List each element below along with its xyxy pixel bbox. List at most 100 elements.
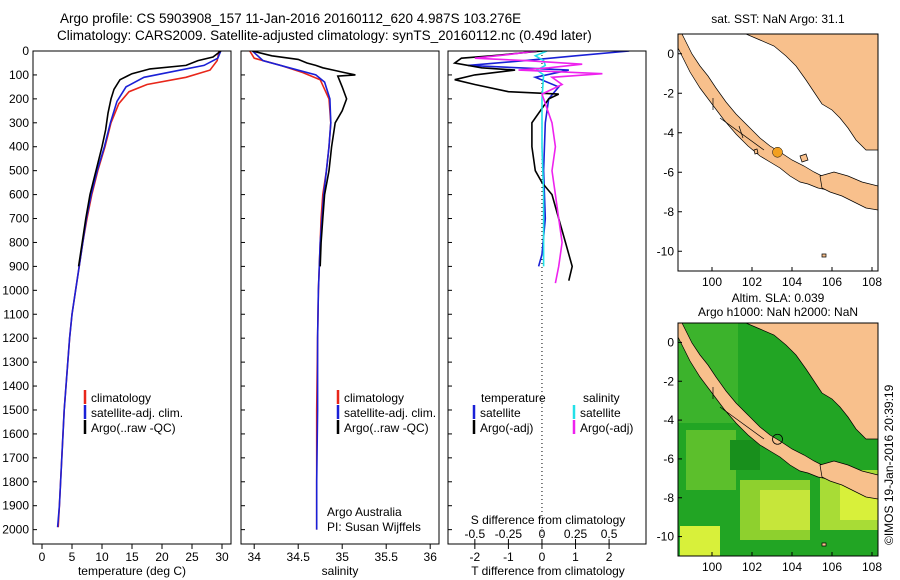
x-tick-label: 5 xyxy=(69,550,76,564)
s-tick-label: 0.5 xyxy=(601,527,618,541)
depth-y-ticks: 0 100 200 300 400 500 600 700 800 900 1000 1100 1200… xyxy=(2,44,37,537)
y-tick-label: 0 xyxy=(22,44,29,58)
temperature-series-argo-raw-qc xyxy=(77,51,222,267)
lon-tick-label: 108 xyxy=(862,560,882,574)
lat-tick-label: -4 xyxy=(663,413,674,427)
argo-position-marker xyxy=(772,146,783,158)
legend-label-s-argo: Argo(-adj) xyxy=(580,421,633,435)
imos-credit: ©IMOS 19-Jan-2016 20:39:19 xyxy=(882,384,896,545)
legend-label-climatology: climatology xyxy=(91,391,151,405)
difference-axes-frame xyxy=(447,50,647,545)
y-tick-label: 700 xyxy=(9,212,29,226)
sla-map-title-line1: Altim. SLA: 0.039 xyxy=(732,291,825,305)
x-tick-label: 15 xyxy=(125,550,139,564)
s-tick-label: 0.25 xyxy=(564,527,588,541)
lat-tick-label: -6 xyxy=(663,165,674,179)
y-tick-label: 800 xyxy=(9,235,29,249)
s-difference-label: S difference from climatology xyxy=(471,513,626,527)
salinity-series-argo-raw-qc xyxy=(252,51,356,267)
lon-tick-label: 100 xyxy=(702,560,722,574)
x-tick-label: 10 xyxy=(95,550,109,564)
islet xyxy=(753,148,759,155)
sla-map-field-group xyxy=(678,323,878,556)
temperature-x-ticks: 0 5 10 15 20 25 30 xyxy=(39,544,229,564)
sla-field-patch xyxy=(686,430,736,490)
lon-tick-label: 100 xyxy=(702,275,722,289)
x-tick-label: 25 xyxy=(185,550,199,564)
lat-tick-label: -8 xyxy=(663,491,674,505)
legend-label-t-argo: Argo(-adj) xyxy=(480,421,533,435)
y-tick-label: 300 xyxy=(9,116,29,130)
difference-panel: -2 -1 0 1 2 -0.5 -0.25 0 0.25 0.5 S difference f… xyxy=(447,50,647,578)
s-tick-label: -0.25 xyxy=(495,527,523,541)
x-tick-label: 34 xyxy=(248,550,262,564)
lon-tick-label: 104 xyxy=(782,275,802,289)
x-tick-label: 0 xyxy=(539,550,546,564)
y-tick-label: 500 xyxy=(9,164,29,178)
sla-map-lon-ticks: 100 102 104 106 108 xyxy=(702,552,882,574)
t-difference-x-ticks: -2 -1 0 1 2 xyxy=(470,544,613,564)
y-tick-label: 900 xyxy=(9,259,29,273)
legend-title-salinity: salinity xyxy=(583,391,620,405)
x-tick-label: -1 xyxy=(503,550,514,564)
coast-contour xyxy=(719,117,765,151)
s-tick-label: -0.5 xyxy=(465,527,486,541)
lat-tick-label: -4 xyxy=(663,126,674,140)
difference-series-temperature-argo-adj xyxy=(452,51,574,281)
legend-label-climatology: climatology xyxy=(344,391,404,405)
annotation-argo-australia: Argo Australia xyxy=(327,505,402,519)
y-tick-label: 200 xyxy=(9,92,29,106)
legend-label-argo: Argo(..raw -QC) xyxy=(344,421,429,435)
salinity-y-ticks xyxy=(241,50,245,531)
x-tick-label: 1 xyxy=(572,550,579,564)
x-tick-label: 30 xyxy=(215,550,229,564)
difference-series-salinity-argo-adj xyxy=(474,51,603,284)
temperature-series-satellite-adj-clim xyxy=(56,51,222,528)
x-tick-label: 35.5 xyxy=(375,550,399,564)
bangka-belitung-land xyxy=(745,323,878,440)
temperature-series-climatology xyxy=(57,51,220,528)
lon-tick-label: 106 xyxy=(822,560,842,574)
lat-tick-label: -6 xyxy=(663,452,674,466)
sla-field-patch xyxy=(730,440,760,470)
figure-title-line2: Climatology: CARS2009. Satellite-adjuste… xyxy=(57,28,592,43)
salinity-x-ticks: 34 34.5 35 35.5 36 xyxy=(248,544,438,564)
salinity-panel: 34 34.5 35 35.5 36 salinity climatology sate… xyxy=(240,50,440,578)
x-tick-label: 35 xyxy=(336,550,350,564)
sla-map-title-line2: Argo h1000: NaN h2000: NaN xyxy=(698,305,858,319)
difference-legend: temperature salinity satellite Argo(-adj… xyxy=(472,391,633,435)
y-tick-label: 1400 xyxy=(2,379,29,393)
salinity-series-group xyxy=(249,51,356,530)
x-tick-label: 36 xyxy=(424,550,438,564)
lon-tick-label: 104 xyxy=(782,560,802,574)
java-land xyxy=(819,171,878,211)
lat-tick-label: -10 xyxy=(657,530,675,544)
lat-tick-label: 0 xyxy=(667,47,674,61)
sst-map-lon-ticks: 100 102 104 106 108 xyxy=(702,267,882,289)
y-tick-label: 1100 xyxy=(3,307,29,321)
sla-map-lat-ticks: 0 -2 -4 -6 -8 -10 xyxy=(657,335,682,544)
x-tick-label: -2 xyxy=(470,550,481,564)
legend-label-satellite-adj: satellite-adj. clim. xyxy=(91,406,183,420)
t-difference-label: T difference from climatology xyxy=(471,564,625,578)
enggano-island xyxy=(738,125,744,139)
lon-tick-label: 102 xyxy=(742,275,762,289)
salinity-series-satellite-adj-clim xyxy=(251,51,332,530)
y-tick-label: 1900 xyxy=(2,499,29,513)
argo-position-marker xyxy=(772,433,783,445)
lat-tick-label: -2 xyxy=(663,374,674,388)
sst-map-panel: sat. SST: NaN Argo: 31.1 100 102 104 106 108… xyxy=(657,12,883,289)
x-tick-label: 0 xyxy=(39,550,46,564)
temperature-panel: 0 5 10 15 20 25 30 0 100 200 300 400 500 600 700 800 90… xyxy=(2,44,232,578)
y-tick-label: 1700 xyxy=(2,451,29,465)
s-difference-x-ticks: -0.5 -0.25 0 0.25 0.5 xyxy=(465,527,618,544)
temperature-legend: climatology satellite-adj. clim. Argo(..… xyxy=(83,390,183,435)
java-land xyxy=(819,460,878,500)
y-tick-label: 400 xyxy=(9,140,29,154)
sst-map-frame xyxy=(677,33,879,272)
salinity-x-label: salinity xyxy=(322,564,359,578)
y-tick-label: 1300 xyxy=(2,355,29,369)
x-tick-label: 2 xyxy=(606,550,613,564)
legend-label-satellite-adj: satellite-adj. clim. xyxy=(344,406,436,420)
